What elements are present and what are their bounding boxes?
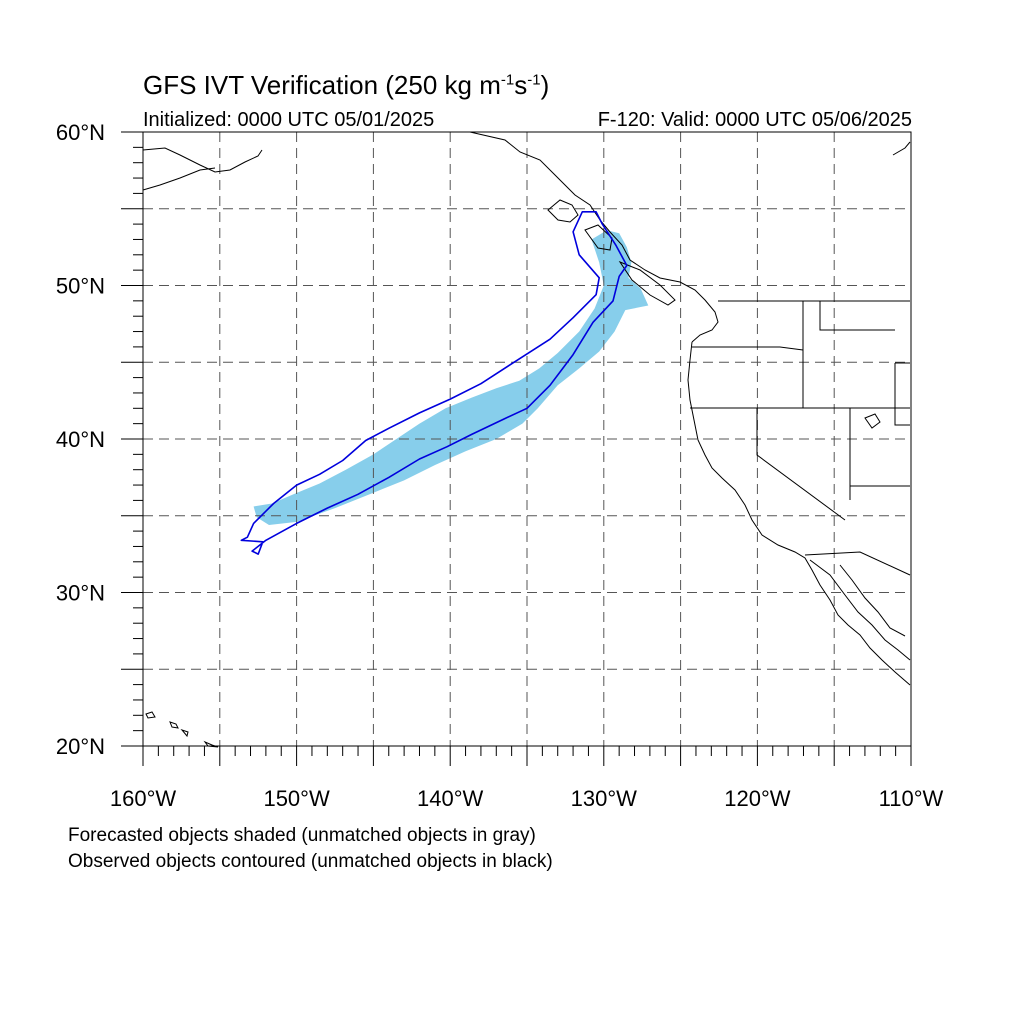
border-wa-or [692, 346, 804, 351]
lon-tick-label: 140°W [417, 786, 484, 811]
footnote-forecast: Forecasted objects shaded (unmatched obj… [68, 825, 536, 846]
coastline-alaska-peninsula [142, 147, 263, 191]
lon-tick-label: 130°W [571, 786, 638, 811]
initialized-time: Initialized: 0000 UTC 05/01/2025 [143, 109, 435, 131]
coastline-baja [809, 559, 911, 661]
great-salt-lake [864, 413, 881, 429]
lat-tick-label: 50°N [56, 274, 105, 299]
coastline-us-west [687, 341, 911, 686]
lon-tick-label: 160°W [110, 786, 177, 811]
border-mt-wy [819, 301, 910, 426]
lon-tick-label: 120°W [724, 786, 791, 811]
coastline-hudson [892, 141, 911, 156]
footnote-observed: Observed objects contoured (unmatched ob… [68, 851, 553, 872]
map-title: GFS IVT Verification (250 kg m-1s-1) [143, 70, 550, 100]
lon-tick-label: 110°W [879, 786, 944, 811]
border-us-mexico [804, 551, 911, 576]
observed-object [240, 211, 628, 555]
forecast-object [253, 230, 649, 525]
lon-tick-label: 150°W [263, 786, 330, 811]
valid-time: F-120: Valid: 0000 UTC 05/06/2025 [597, 109, 912, 131]
lat-tick-label: 30°N [56, 581, 105, 606]
lat-tick-label: 40°N [56, 427, 105, 452]
coastline-hawaii [145, 711, 219, 748]
coastline-islands-bc [547, 199, 676, 306]
border-ca-nv [756, 408, 846, 521]
lat-tick-label: 60°N [56, 120, 105, 145]
coastline-alaska [469, 131, 719, 343]
lat-tick-label: 20°N [56, 734, 105, 759]
